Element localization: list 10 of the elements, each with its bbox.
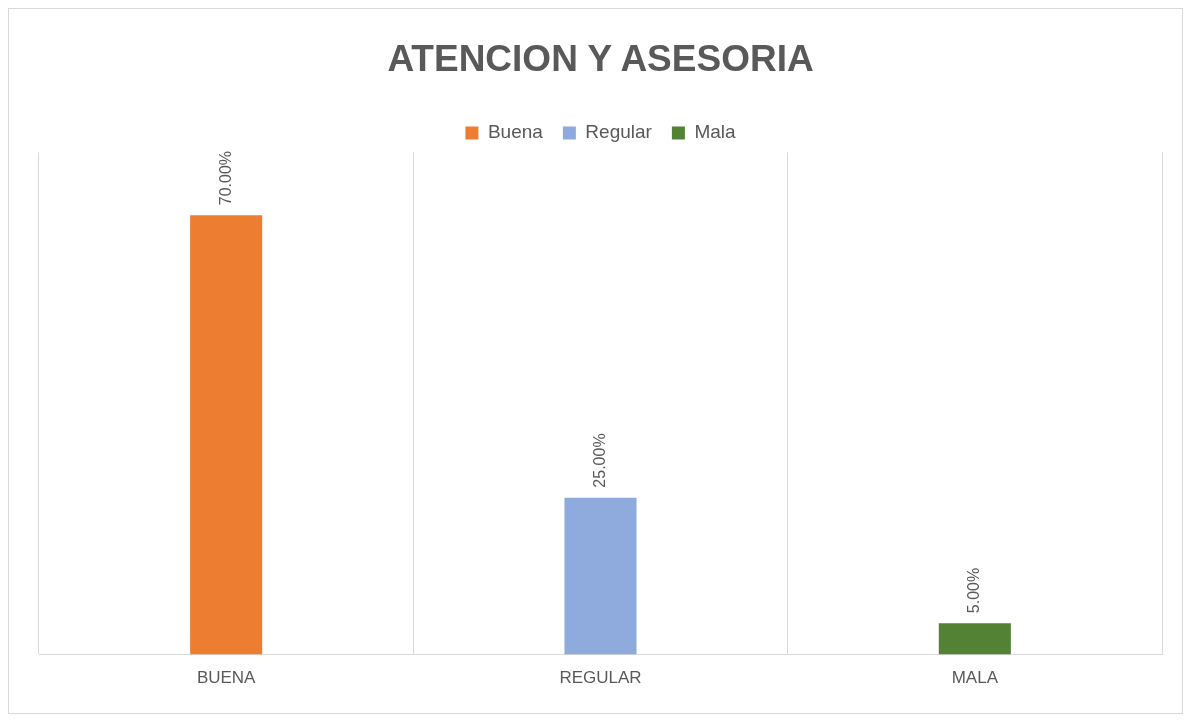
data-label: 25.00% (590, 433, 608, 488)
legend-label: Buena (487, 121, 544, 143)
data-label: 5.00% (965, 567, 983, 614)
legend-label: Regular (585, 121, 653, 143)
x-tick-label: BUENA (196, 668, 257, 688)
legend-label: Mala (694, 121, 737, 143)
data-label: 70.00% (216, 150, 234, 206)
x-tick-label: REGULAR (559, 668, 642, 688)
x-tick-label: MALA (951, 668, 999, 688)
chart-title: ATENCION Y ASESORIA (387, 38, 814, 80)
